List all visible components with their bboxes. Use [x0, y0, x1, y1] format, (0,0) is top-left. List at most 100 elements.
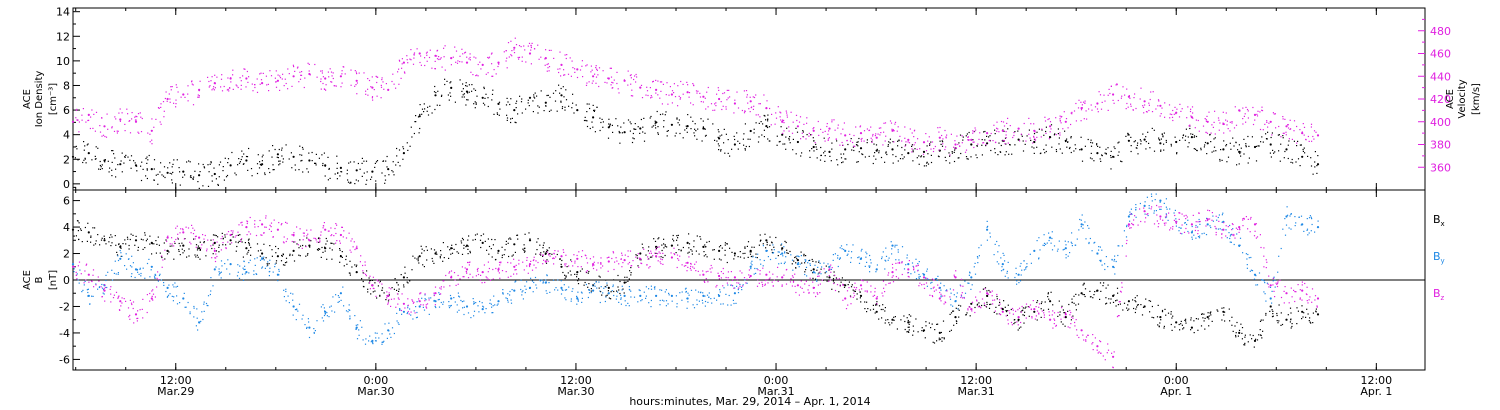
by-sample [489, 299, 491, 301]
by-sample [269, 270, 271, 273]
by-sample [1197, 236, 1200, 238]
ion-density-sample [800, 155, 802, 157]
by-sample [572, 288, 574, 290]
velocity-sample [751, 106, 753, 108]
bx-sample [363, 286, 365, 288]
ion-density-sample [944, 156, 946, 158]
by-sample [1079, 218, 1081, 221]
ion-density-sample [337, 172, 339, 174]
velocity-sample [314, 63, 316, 66]
by-sample [457, 292, 459, 294]
by-sample [973, 266, 975, 268]
bx-sample [795, 267, 797, 269]
by-sample [525, 288, 527, 290]
by-sample [549, 291, 551, 293]
velocity-sample [563, 69, 565, 71]
ion-density-sample [1179, 139, 1181, 141]
velocity-sample [846, 140, 848, 142]
velocity-sample [1065, 118, 1068, 120]
velocity-sample [277, 74, 279, 76]
bx-sample [199, 249, 201, 251]
bx-sample [1070, 319, 1072, 321]
by-sample [1277, 271, 1279, 273]
bx-sample [238, 240, 240, 242]
ion-density-sample [568, 105, 570, 107]
velocity-sample [616, 71, 618, 73]
by-sample [150, 269, 152, 271]
by-sample [1135, 216, 1137, 218]
velocity-sample [1002, 140, 1004, 142]
ion-density-point [970, 143, 973, 146]
bx-sample [164, 258, 166, 260]
velocity-sample [1206, 115, 1208, 117]
velocity-sample [371, 76, 373, 78]
ion-density-point [875, 149, 878, 152]
ion-density-sample [564, 109, 566, 111]
bx-sample [1163, 327, 1165, 329]
ion-density-sample [278, 164, 280, 166]
ion-density-sample [1024, 143, 1026, 145]
ion-density-point [1238, 150, 1241, 153]
ion-density-sample [543, 110, 545, 112]
velocity-point [576, 68, 579, 71]
bx-sample [1159, 322, 1161, 324]
velocity-sample [1219, 122, 1221, 124]
velocity-sample [275, 81, 277, 83]
ion-density-sample [370, 178, 372, 180]
by-sample [489, 302, 491, 304]
velocity-sample [1280, 136, 1282, 138]
bx-sample [1305, 316, 1307, 318]
velocity-sample [180, 96, 182, 98]
by-sample [851, 251, 853, 253]
velocity-sample [330, 71, 333, 73]
by-sample [1146, 196, 1148, 198]
velocity-sample [591, 82, 593, 84]
velocity-sample [595, 65, 597, 67]
velocity-sample [1044, 120, 1047, 122]
by-sample [629, 289, 631, 291]
velocity-sample [81, 119, 83, 121]
by-sample [960, 295, 963, 297]
velocity-sample [260, 79, 263, 81]
bx-sample [1151, 305, 1153, 308]
velocity-sample [298, 81, 300, 83]
velocity-sample [1285, 134, 1287, 136]
bx-sample [217, 236, 219, 238]
by-sample [354, 315, 356, 317]
velocity-sample [1116, 83, 1118, 85]
ion-density-sample [1110, 155, 1112, 157]
by-sample [645, 286, 647, 288]
velocity-sample [175, 106, 177, 108]
b-tick-label: -2 [59, 300, 70, 313]
bx-sample [319, 248, 321, 250]
bx-sample [508, 238, 510, 240]
ion-density-sample [172, 163, 174, 165]
by-sample [442, 301, 445, 303]
by-sample [1026, 266, 1028, 268]
by-sample [798, 256, 800, 258]
ion-density-sample [1058, 143, 1060, 145]
velocity-sample [375, 75, 377, 77]
velocity-sample [469, 59, 471, 61]
velocity-sample [221, 90, 224, 92]
by-sample [524, 292, 526, 294]
by-sample [87, 291, 89, 294]
velocity-sample [1050, 128, 1052, 130]
by-point [1080, 223, 1083, 226]
bx-sample [299, 245, 302, 247]
velocity-sample [1082, 101, 1085, 103]
ion-density-sample [1237, 149, 1239, 151]
by-point [134, 268, 138, 271]
velocity-sample [967, 136, 969, 138]
velocity-sample [75, 109, 78, 111]
by-sample [1074, 244, 1076, 246]
by-sample [295, 319, 297, 321]
by-sample [753, 273, 755, 275]
velocity-sample [475, 57, 477, 59]
bx-sample [588, 270, 590, 273]
ion-density-sample [1121, 161, 1123, 163]
velocity-sample [76, 108, 78, 110]
by-sample [796, 255, 798, 257]
ion-density-sample [272, 169, 274, 171]
velocity-sample [168, 93, 170, 95]
